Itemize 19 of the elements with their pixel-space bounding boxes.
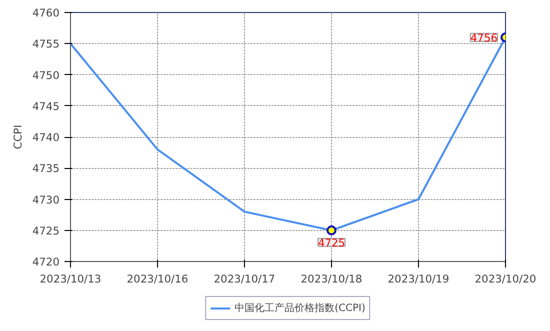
y-tick-label: 4760 [32,6,60,20]
y-tick-label: 4745 [32,100,60,113]
x-tick-label: 2023/10/18 [300,272,362,286]
y-tick-label: 4735 [32,162,60,176]
x-tick-label: 2023/10/13 [40,272,102,286]
y-axis-title: CCPI [11,124,24,150]
data-label: 4725 [318,236,346,250]
x-tick-label: 2023/10/16 [126,272,188,286]
y-tick-label: 4740 [32,131,60,144]
y-tick-label: 4730 [32,193,60,206]
data-label: 4756 [470,31,498,44]
y-tick-label: 4720 [32,256,60,268]
legend-label: 中国化工产品价格指数(CCPI) [234,302,366,315]
y-tick-label: 4755 [32,38,60,51]
x-tick-label: 2023/10/19 [388,272,450,286]
x-tick-label: 2023/10/20 [474,272,536,286]
y-tick-label: 4750 [32,68,60,82]
x-tick-label: 2023/10/17 [214,272,276,286]
y-tick-label: 4725 [32,224,60,238]
